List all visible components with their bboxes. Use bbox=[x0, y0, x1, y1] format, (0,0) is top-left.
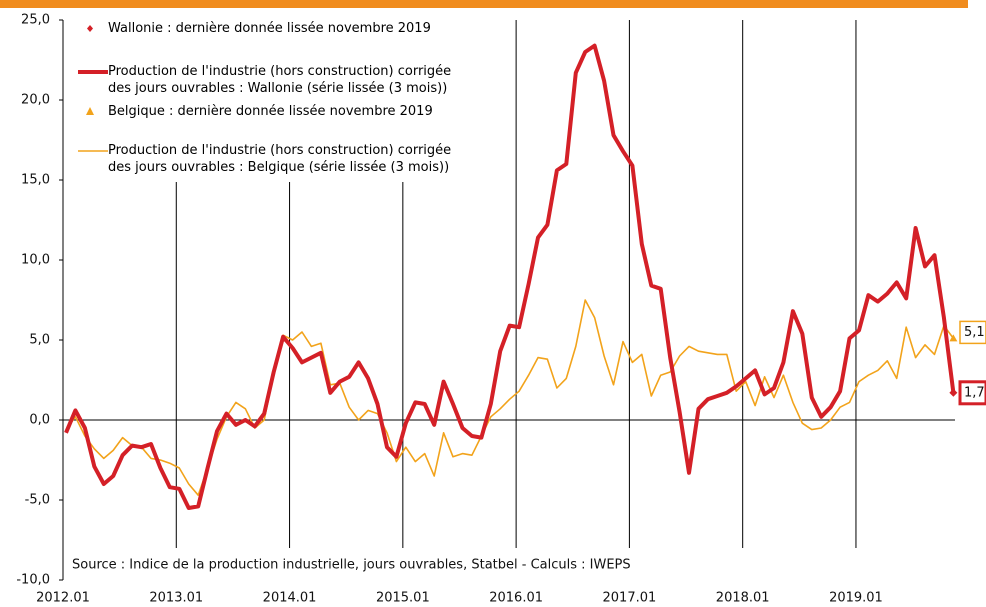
annotation: Source : Indice de la production industr… bbox=[72, 558, 631, 573]
legend-text: Production de l'industrie (hors construc… bbox=[108, 143, 452, 175]
value-label-box bbox=[959, 320, 986, 345]
legend-text: Production de l'industrie (hors construc… bbox=[108, 64, 452, 96]
legend-text: Belgique : dernière donnée lissée novemb… bbox=[108, 104, 433, 119]
y-tick-label: -5,0 bbox=[25, 493, 50, 508]
y-tick-label: -10,0 bbox=[16, 573, 50, 588]
y-tick-label: 0,0 bbox=[29, 413, 50, 428]
legend-symbol bbox=[78, 103, 108, 120]
x-tick-label: 2013.01 bbox=[149, 591, 203, 606]
legend-item: Production de l'industrie (hors construc… bbox=[78, 63, 498, 97]
top-bar bbox=[0, 0, 968, 8]
y-tick-label: 15,0 bbox=[21, 173, 50, 188]
legend-symbol bbox=[78, 63, 108, 80]
legend-symbol bbox=[78, 142, 108, 159]
x-tick-label: 2012.01 bbox=[36, 591, 90, 606]
y-tick-label: 5,0 bbox=[29, 333, 50, 348]
legend-text: Wallonie : dernière donnée lissée novemb… bbox=[108, 21, 431, 36]
x-tick-label: 2017.01 bbox=[603, 591, 657, 606]
last-marker bbox=[949, 334, 958, 342]
series-line bbox=[64, 43, 956, 510]
x-tick-label: 2015.01 bbox=[376, 591, 430, 606]
y-tick-label: 25,0 bbox=[21, 13, 50, 28]
legend: Wallonie : dernière donnée lissée novemb… bbox=[78, 20, 498, 182]
y-tick-label: 10,0 bbox=[21, 253, 50, 268]
value-label-box bbox=[958, 380, 986, 406]
x-tick-label: 2016.01 bbox=[489, 591, 543, 606]
legend-item: Wallonie : dernière donnée lissée novemb… bbox=[78, 20, 498, 37]
y-tick-label: 20,0 bbox=[21, 93, 50, 108]
value-label: 1,7 bbox=[964, 385, 985, 400]
last-marker bbox=[949, 388, 958, 397]
x-tick-label: 2018.01 bbox=[716, 591, 770, 606]
legend-item: Production de l'industrie (hors construc… bbox=[78, 142, 498, 176]
legend-item: Belgique : dernière donnée lissée novemb… bbox=[78, 103, 498, 120]
x-tick-label: 2019.01 bbox=[829, 591, 883, 606]
x-tick-label: 2014.01 bbox=[263, 591, 317, 606]
legend-symbol bbox=[78, 20, 108, 37]
value-label: 5,1 bbox=[964, 325, 985, 340]
